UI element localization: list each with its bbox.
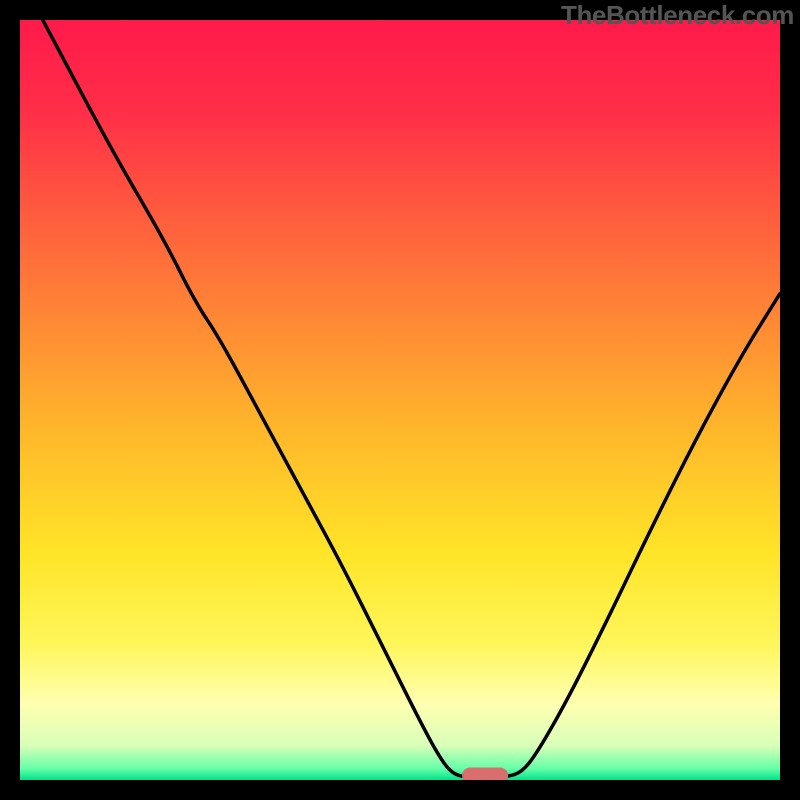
watermark-text: TheBottleneck.com (561, 0, 794, 31)
plot-background (20, 20, 780, 780)
chart-container: TheBottleneck.com (0, 0, 800, 800)
bottleneck-chart (0, 0, 800, 800)
